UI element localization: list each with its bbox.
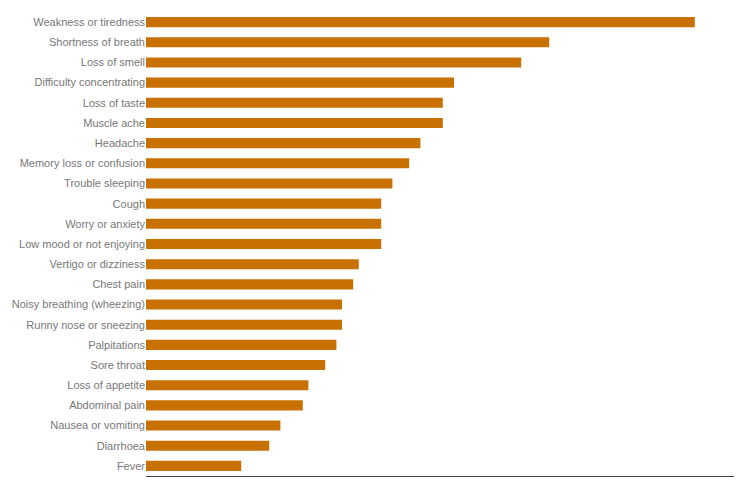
svg-text:Trouble sleeping: Trouble sleeping bbox=[64, 177, 145, 189]
svg-text:Palpitations: Palpitations bbox=[88, 339, 145, 351]
svg-text:Chest pain: Chest pain bbox=[92, 278, 145, 290]
svg-text:Loss of smell: Loss of smell bbox=[81, 56, 145, 68]
svg-text:Memory loss or confusion: Memory loss or confusion bbox=[20, 157, 145, 169]
svg-text:Loss of taste: Loss of taste bbox=[83, 97, 145, 109]
svg-text:Abdominal pain: Abdominal pain bbox=[69, 399, 145, 411]
svg-text:Cough: Cough bbox=[113, 198, 145, 210]
svg-text:Worry or anxiety: Worry or anxiety bbox=[65, 218, 145, 230]
svg-text:Diarrhoea: Diarrhoea bbox=[97, 440, 146, 452]
svg-text:Headache: Headache bbox=[95, 137, 145, 149]
svg-text:Vertigo or dizziness: Vertigo or dizziness bbox=[50, 258, 146, 270]
svg-text:Noisy breathing (wheezing): Noisy breathing (wheezing) bbox=[12, 298, 145, 310]
svg-text:Sore throat: Sore throat bbox=[91, 359, 145, 371]
svg-text:Loss of appetite: Loss of appetite bbox=[67, 379, 145, 391]
svg-text:Fever: Fever bbox=[117, 460, 145, 472]
svg-text:Muscle ache: Muscle ache bbox=[83, 117, 145, 129]
svg-text:Nausea or vomiting: Nausea or vomiting bbox=[50, 419, 145, 431]
svg-text:Low mood or not enjoying: Low mood or not enjoying bbox=[19, 238, 145, 250]
svg-text:Difficulty concentrating: Difficulty concentrating bbox=[35, 76, 145, 88]
svg-text:Runny nose or sneezing: Runny nose or sneezing bbox=[26, 319, 145, 331]
svg-text:Weakness or tiredness: Weakness or tiredness bbox=[33, 16, 145, 28]
svg-text:Shortness of breath: Shortness of breath bbox=[49, 36, 145, 48]
